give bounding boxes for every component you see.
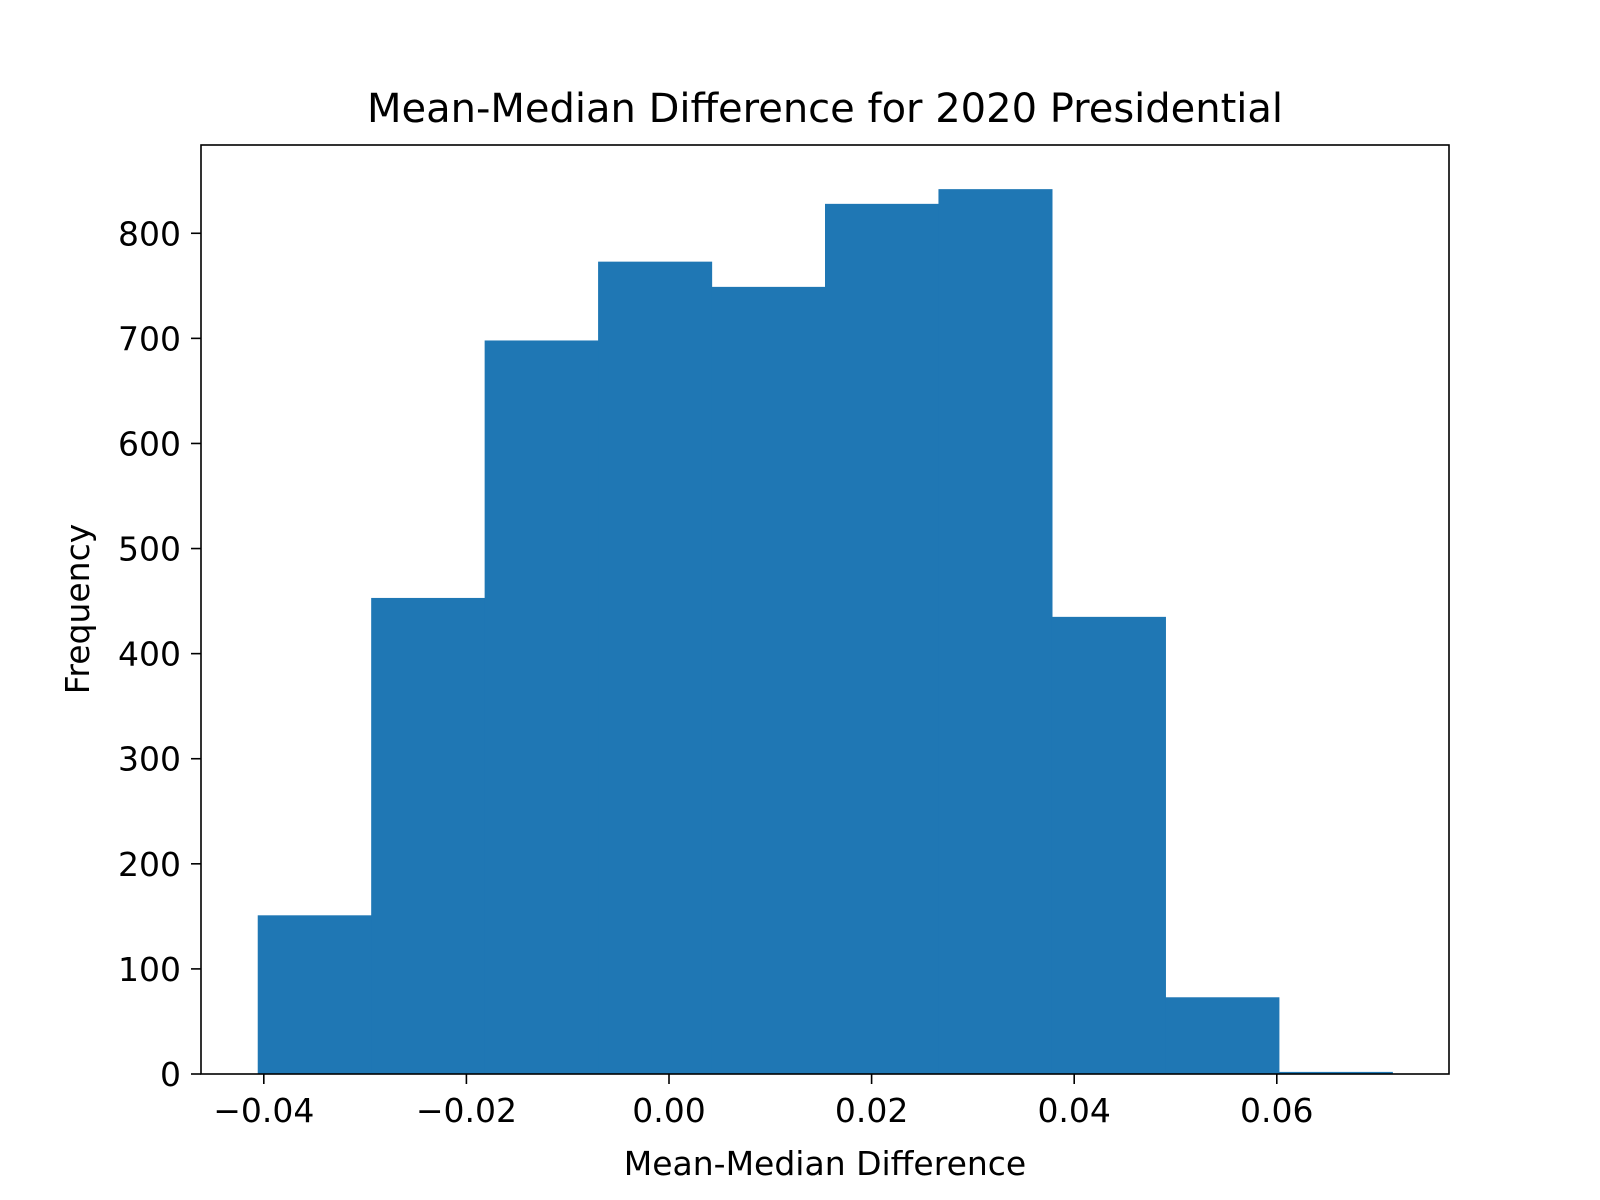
histogram-bar (598, 261, 713, 1074)
plot-area-frame (200, 144, 1450, 1075)
y-tick-label: 300 (118, 740, 181, 779)
y-tick-label: 600 (118, 424, 181, 463)
x-tick-label: 0.02 (835, 1091, 908, 1130)
x-tick-label: −0.02 (416, 1091, 517, 1130)
y-axis-ticks: 0 100 200 300 400 500 600 700 800 (118, 214, 201, 1094)
histogram-bar (257, 915, 372, 1074)
chart-title: Mean-Median Difference for 2020 Presiden… (367, 86, 1283, 132)
x-axis-ticks: −0.04 −0.02 0.00 0.02 0.04 0.06 (213, 1074, 1314, 1130)
histogram-bar (938, 189, 1053, 1074)
histogram-bar (711, 286, 826, 1074)
histogram-bar (1278, 1071, 1393, 1074)
histogram-bar (484, 340, 599, 1075)
x-tick-label: 0.06 (1240, 1091, 1313, 1130)
y-tick-label: 700 (118, 319, 181, 358)
x-tick-label: −0.04 (213, 1091, 314, 1130)
y-tick-label: 500 (118, 530, 181, 569)
y-tick-label: 0 (160, 1055, 181, 1094)
y-tick-label: 200 (118, 845, 181, 884)
y-tick-label: 400 (118, 635, 181, 674)
y-tick-label: 100 (118, 950, 181, 989)
x-axis-label: Mean-Median Difference (624, 1144, 1026, 1183)
histogram-bars (257, 189, 1393, 1075)
histogram-bar (825, 203, 940, 1075)
histogram-bar (1051, 616, 1166, 1074)
x-tick-label: 0.04 (1037, 1091, 1110, 1130)
histogram-bar (1165, 997, 1280, 1074)
y-tick-label: 800 (118, 214, 181, 253)
histogram-bar (371, 597, 486, 1074)
x-tick-label: 0.00 (632, 1091, 705, 1130)
y-axis-label: Frequency (58, 524, 97, 694)
